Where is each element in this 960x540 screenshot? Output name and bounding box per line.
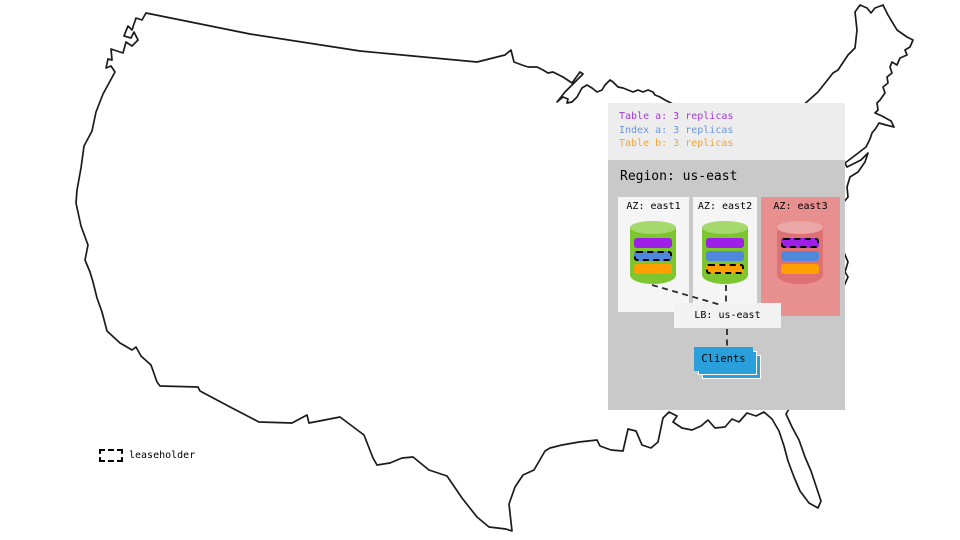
replica-bar-index-a xyxy=(706,251,744,261)
az-east3-label: AZ: east3 xyxy=(773,201,828,212)
replica-legend-panel: Table a: 3 replicas Index a: 3 replicas … xyxy=(608,103,845,160)
clients-stack: Clients xyxy=(694,347,761,379)
replica-bar-table-b xyxy=(781,264,819,274)
legend-table-b: Table b: 3 replicas xyxy=(619,138,734,149)
database-cylinder-east1 xyxy=(630,221,676,284)
load-balancer-box: LB: us-east xyxy=(674,303,781,328)
replica-bar-index-a xyxy=(781,251,819,261)
replica-bar-index-a-leaseholder xyxy=(634,251,672,261)
replica-bar-table-a xyxy=(706,238,744,248)
cylinder-top-ellipse xyxy=(630,221,676,234)
clients-box: Clients xyxy=(694,347,753,371)
region-panel: Region: us-east AZ: east1 AZ: east2 AZ: … xyxy=(608,160,845,410)
database-cylinder-east2 xyxy=(702,221,748,284)
database-cylinder-east3 xyxy=(777,221,823,284)
legend-table-a: Table a: 3 replicas xyxy=(619,111,734,122)
legend-index-a: Index a: 3 replicas xyxy=(619,124,734,136)
az-box-east1: AZ: east1 xyxy=(618,197,689,312)
az-east2-label: AZ: east2 xyxy=(697,201,753,212)
cylinder-top-ellipse xyxy=(777,221,823,234)
leaseholder-key-label: leaseholder xyxy=(129,450,196,461)
region-title: Region: us-east xyxy=(620,169,738,184)
az-box-east2: AZ: east2 xyxy=(693,197,757,312)
az-east1-label: AZ: east1 xyxy=(626,201,681,212)
az-box-east3-highlighted: AZ: east3 xyxy=(761,197,840,316)
leaseholder-key: leaseholder xyxy=(99,449,195,462)
leaseholder-dashed-swatch-icon xyxy=(99,449,123,462)
replica-bar-table-a-leaseholder xyxy=(781,238,819,248)
replica-bar-table-a xyxy=(634,238,672,248)
replica-bar-table-b xyxy=(634,264,672,274)
replica-bar-table-b-leaseholder xyxy=(706,264,744,274)
cylinder-top-ellipse xyxy=(702,221,748,234)
